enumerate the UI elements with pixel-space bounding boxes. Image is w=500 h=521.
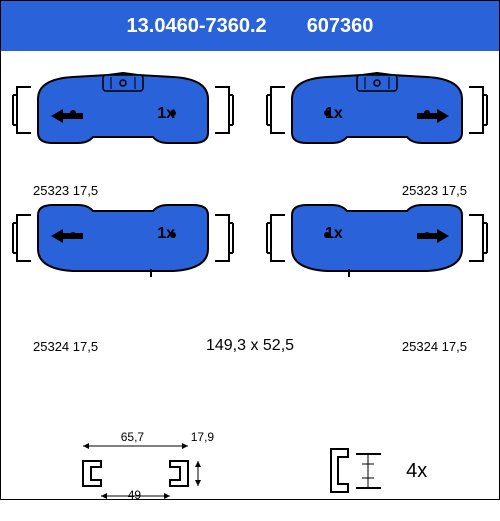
dim-thickness: 17,9 <box>191 430 214 444</box>
header-bar: 13.0460-7360.2 607360 <box>1 1 499 51</box>
clip-qty: 4x <box>406 460 427 483</box>
pad-row-top: 1x <box>1 71 499 149</box>
brake-pad-shape: 1x <box>33 199 213 277</box>
part-number: 13.0460-7360.2 <box>127 15 267 38</box>
clip-side-view-icon <box>326 444 391 499</box>
pad-code-label: 25323 17,5 <box>402 183 467 198</box>
brake-pad-shape: 1x <box>287 71 467 149</box>
dim-width: 65,7 <box>121 430 144 444</box>
pad-code-label: 25324 17,5 <box>402 339 467 354</box>
overall-dimensions: 149,3 x 52,5 <box>206 337 294 355</box>
clip-right-icon <box>213 81 235 139</box>
pad-bottom-left: 1x <box>11 199 235 277</box>
qty-label: 1x <box>157 225 175 243</box>
pad-code-label: 25323 17,5 <box>33 183 98 198</box>
clip-right-icon <box>213 209 235 267</box>
arrow-left-icon <box>51 229 83 243</box>
qty-label: 1x <box>325 225 343 243</box>
clip-left-icon <box>11 209 33 267</box>
clip-right-icon <box>467 209 489 267</box>
qty-label: 1x <box>325 105 343 123</box>
content-area: 1x <box>1 71 499 521</box>
pad-code-label: 25324 17,5 <box>33 339 98 354</box>
clip-left-icon <box>11 81 33 139</box>
pad-bottom-right: 1x <box>265 199 489 277</box>
clip-qty-group: 4x <box>326 444 427 499</box>
clip-dimension-diagram: 65,7 49 17,9 <box>73 436 213 506</box>
arrow-right-icon <box>417 109 449 123</box>
pad-row-bottom: 1x <box>1 199 499 277</box>
alt-number: 607360 <box>307 15 374 38</box>
brake-pad-shape: 1x <box>33 71 213 149</box>
qty-label: 1x <box>157 105 175 123</box>
pad-top-right: 1x <box>265 71 489 149</box>
bottom-section: 65,7 49 17,9 4x <box>1 436 499 506</box>
brake-pad-shape: 1x <box>287 199 467 277</box>
arrow-right-icon <box>417 229 449 243</box>
clip-right-icon <box>467 81 489 139</box>
clip-left-icon <box>265 81 287 139</box>
pad-top-left: 1x <box>11 71 235 149</box>
clip-left-icon <box>265 209 287 267</box>
arrow-left-icon <box>51 109 83 123</box>
diagram-container: 13.0460-7360.2 607360 <box>0 0 500 500</box>
